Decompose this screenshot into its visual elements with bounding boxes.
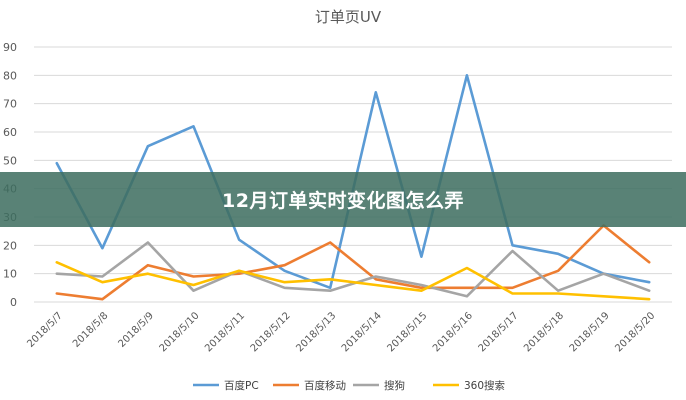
x-tick-label: 2018/5/7	[25, 310, 65, 350]
y-tick-label: 70	[3, 98, 17, 111]
banner-title: 12月订单实时变化图怎么弄	[222, 190, 464, 212]
x-tick-label: 2018/5/12	[249, 310, 293, 354]
y-tick-label: 90	[3, 41, 17, 54]
x-tick-label: 2018/5/8	[71, 310, 111, 350]
x-tick-label: 2018/5/18	[522, 310, 566, 354]
legend: 百度PC 百度移动 搜狗 360搜索	[193, 379, 505, 392]
x-axis-ticks: 2018/5/7 2018/5/8 2018/5/9 2018/5/10 2018/5/…	[25, 310, 657, 354]
x-tick-label: 2018/5/15	[385, 310, 429, 354]
x-tick-label: 2018/5/11	[203, 310, 247, 354]
overlay-banner: 12月订单实时变化图怎么弄	[0, 172, 686, 227]
legend-label: 360搜索	[464, 379, 505, 392]
x-tick-label: 2018/5/14	[340, 310, 384, 354]
y-tick-label: 0	[10, 296, 17, 309]
x-tick-label: 2018/5/13	[294, 310, 338, 354]
y-tick-label: 10	[3, 268, 17, 281]
series-line-3	[55, 260, 651, 301]
legend-label: 百度移动	[304, 379, 346, 392]
y-tick-label: 60	[3, 126, 17, 139]
x-tick-label: 2018/5/20	[613, 310, 657, 354]
y-tick-label: 50	[3, 154, 17, 167]
series-line-1	[55, 224, 651, 301]
x-tick-label: 2018/5/10	[158, 310, 202, 354]
x-tick-label: 2018/5/17	[477, 310, 521, 354]
x-tick-label: 2018/5/19	[568, 310, 612, 354]
x-tick-label: 2018/5/9	[117, 310, 157, 350]
legend-label: 搜狗	[384, 379, 405, 392]
x-tick-label: 2018/5/16	[431, 310, 475, 354]
y-tick-label: 20	[3, 239, 17, 252]
legend-label: 百度PC	[224, 379, 259, 392]
series-line-2	[55, 241, 651, 298]
series-lines	[55, 74, 651, 301]
y-tick-label: 80	[3, 69, 17, 82]
chart-title: 订单页UV	[315, 8, 382, 26]
